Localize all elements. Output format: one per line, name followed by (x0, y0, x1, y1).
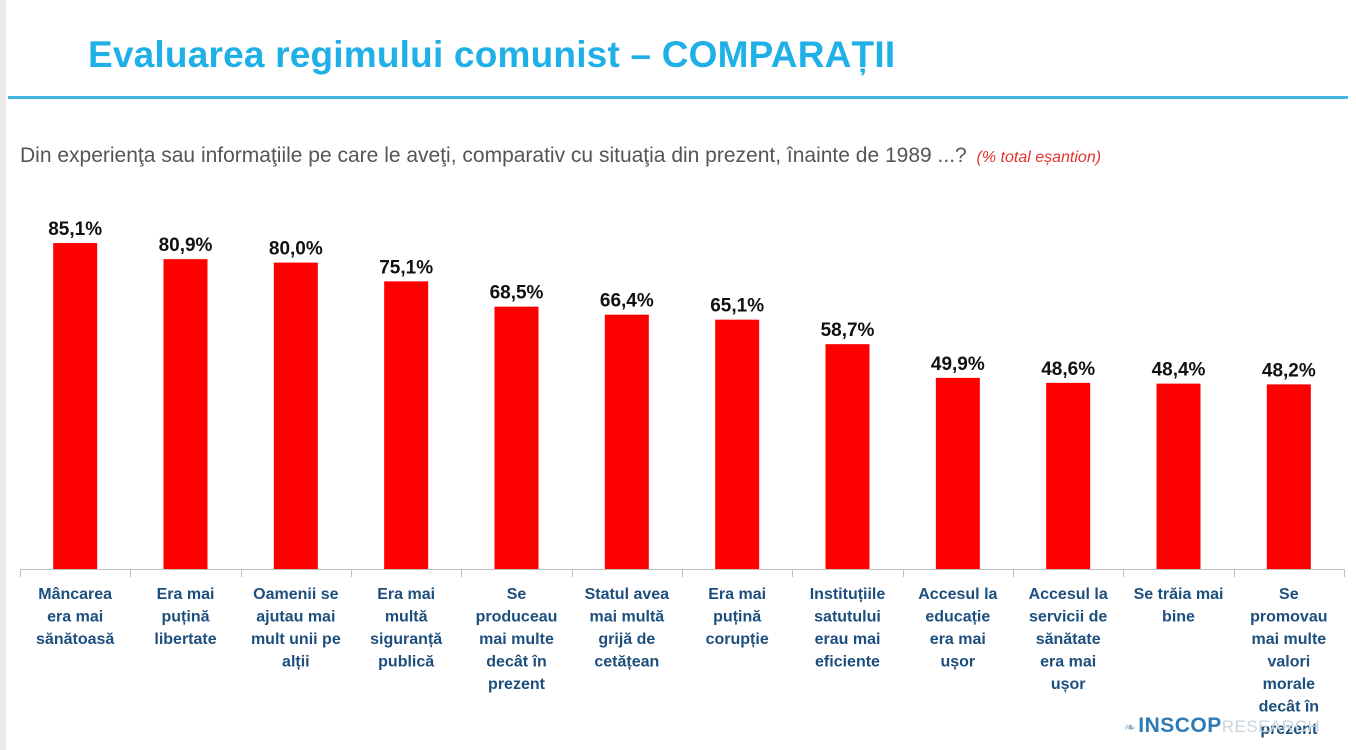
logo-sub: RESEARCH (1221, 717, 1321, 736)
value-label-9: 49,9% (931, 354, 985, 375)
value-label-1: 85,1% (48, 219, 102, 240)
title-divider (8, 96, 1348, 99)
value-label-7: 65,1% (710, 296, 764, 317)
value-label-3: 80,0% (269, 239, 323, 260)
sample-note: (% total eșantion) (976, 149, 1102, 166)
value-label-4: 75,1% (379, 257, 433, 278)
value-label-8: 58,7% (821, 320, 875, 341)
bar-11 (1156, 383, 1201, 569)
leaf-icon: ❧ (1124, 719, 1137, 735)
survey-question: Din experienţa sau informaţiile pe care … (20, 144, 1101, 168)
category-label-7: Era mai puțină corupție (706, 586, 769, 648)
bar-3 (273, 262, 318, 569)
category-label-10: Accesul la servicii de sănătate era mai ușor (1029, 586, 1108, 693)
bar-8 (825, 344, 870, 569)
inscop-logo: ❧INSCOPRESEARCH (1124, 714, 1320, 738)
category-label-5: Se produceau mai multe decât în prezent (476, 586, 558, 693)
category-label-2: Era mai puțină libertate (154, 586, 216, 648)
value-label-11: 48,4% (1152, 360, 1206, 381)
bar-9 (935, 377, 980, 569)
logo-name: INSCOP (1138, 714, 1222, 737)
bar-12 (1266, 384, 1311, 569)
value-label-12: 48,2% (1262, 360, 1316, 381)
bar-4 (384, 281, 429, 569)
slide-title: Evaluarea regimului comunist – COMPARAȚI… (88, 34, 896, 75)
bar-6 (604, 314, 649, 569)
bar-1 (53, 243, 98, 569)
bar-5 (494, 306, 539, 569)
value-label-10: 48,6% (1041, 359, 1095, 380)
category-label-4: Era mai multă siguranță publică (370, 586, 442, 671)
value-label-6: 66,4% (600, 291, 654, 312)
bar-10 (1046, 382, 1091, 569)
value-label-5: 68,5% (490, 283, 544, 304)
category-label-1: Mâncarea era mai sănătoasă (36, 586, 114, 648)
category-label-8: Instituțiile satutului erau mai eficiente (810, 586, 886, 671)
bar-2 (163, 259, 208, 569)
category-label-12: Se promovau mai multe valori morale decât în p… (1250, 586, 1327, 738)
question-text: Din experienţa sau informaţiile pe care … (20, 144, 967, 167)
category-label-9: Accesul la educație era mai ușor (918, 586, 997, 671)
category-label-3: Oamenii se ajutau mai mult unii pe alții (251, 586, 341, 671)
bar-7 (715, 319, 760, 569)
value-label-2: 80,9% (159, 235, 213, 256)
category-label-11: Se trăia mai bine (1134, 586, 1224, 626)
category-label-6: Statul avea mai multă grijă de cetățean (585, 586, 670, 671)
